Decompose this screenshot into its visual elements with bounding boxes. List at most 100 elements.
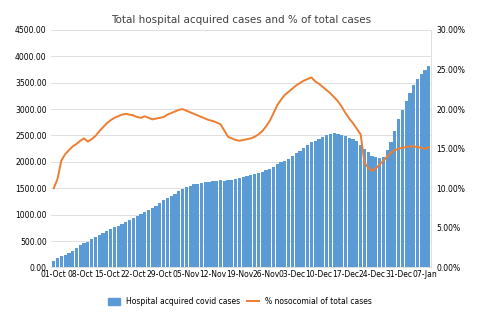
Bar	[317, 139, 321, 267]
Bar	[336, 134, 339, 267]
Bar	[155, 206, 157, 267]
Bar	[351, 139, 355, 267]
Bar	[272, 167, 275, 267]
Bar	[329, 134, 332, 267]
Bar	[124, 222, 127, 267]
Bar	[128, 220, 131, 267]
Bar	[90, 239, 93, 267]
Bar	[109, 229, 112, 267]
Bar	[427, 66, 431, 267]
Bar	[306, 145, 309, 267]
Bar	[120, 224, 123, 267]
Bar	[344, 136, 347, 267]
Bar	[393, 131, 396, 267]
Bar	[287, 159, 290, 267]
Bar	[257, 173, 260, 267]
Bar	[401, 110, 404, 267]
Bar	[230, 180, 233, 267]
Bar	[147, 210, 150, 267]
Bar	[276, 164, 279, 267]
Bar	[420, 74, 423, 267]
Bar	[166, 198, 169, 267]
Bar	[238, 178, 241, 267]
Bar	[302, 148, 305, 267]
Bar	[408, 93, 411, 267]
Bar	[382, 156, 385, 267]
Bar	[132, 218, 135, 267]
Bar	[158, 203, 161, 267]
Bar	[200, 183, 203, 267]
Bar	[117, 226, 120, 267]
Bar	[261, 172, 264, 267]
Bar	[397, 119, 400, 267]
Bar	[139, 214, 143, 267]
Bar	[173, 193, 177, 267]
Bar	[389, 142, 393, 267]
Bar	[363, 149, 366, 267]
Bar	[86, 242, 89, 267]
Bar	[71, 250, 74, 267]
Bar	[325, 135, 328, 267]
Bar	[215, 181, 218, 267]
Bar	[223, 181, 226, 267]
Bar	[299, 151, 301, 267]
Bar	[113, 227, 116, 267]
Title: Total hospital acquired cases and % of total cases: Total hospital acquired cases and % of t…	[111, 15, 372, 25]
Bar	[143, 212, 146, 267]
Bar	[371, 156, 373, 267]
Bar	[75, 248, 78, 267]
Bar	[245, 176, 249, 267]
Bar	[83, 243, 86, 267]
Bar	[295, 153, 298, 267]
Bar	[234, 179, 237, 267]
Bar	[279, 162, 283, 267]
Bar	[249, 175, 252, 267]
Bar	[63, 255, 67, 267]
Bar	[227, 180, 229, 267]
Bar	[333, 133, 336, 267]
Bar	[67, 253, 71, 267]
Bar	[348, 138, 351, 267]
Bar	[101, 233, 105, 267]
Bar	[162, 200, 165, 267]
Bar	[177, 192, 180, 267]
Bar	[56, 258, 59, 267]
Bar	[310, 142, 313, 267]
Bar	[169, 196, 173, 267]
Bar	[192, 184, 195, 267]
Bar	[321, 136, 324, 267]
Bar	[283, 161, 287, 267]
Bar	[97, 235, 101, 267]
Bar	[219, 180, 222, 267]
Bar	[313, 141, 317, 267]
Bar	[405, 101, 408, 267]
Bar	[60, 256, 63, 267]
Bar	[374, 157, 377, 267]
Bar	[416, 79, 419, 267]
Bar	[264, 170, 267, 267]
Bar	[423, 69, 427, 267]
Bar	[94, 237, 97, 267]
Bar	[79, 245, 82, 267]
Bar	[105, 231, 108, 267]
Bar	[181, 189, 184, 267]
Legend: Hospital acquired covid cases, % nosocomial of total cases: Hospital acquired covid cases, % nosocom…	[105, 294, 375, 309]
Bar	[241, 177, 245, 267]
Bar	[268, 169, 271, 267]
Bar	[253, 174, 256, 267]
Bar	[359, 145, 362, 267]
Bar	[340, 135, 343, 267]
Bar	[135, 216, 139, 267]
Bar	[211, 182, 215, 267]
Bar	[185, 187, 188, 267]
Bar	[378, 158, 381, 267]
Bar	[196, 183, 199, 267]
Bar	[291, 156, 294, 267]
Bar	[412, 85, 415, 267]
Bar	[355, 141, 359, 267]
Bar	[385, 150, 389, 267]
Bar	[189, 186, 192, 267]
Bar	[207, 182, 211, 267]
Bar	[367, 152, 370, 267]
Bar	[52, 261, 55, 267]
